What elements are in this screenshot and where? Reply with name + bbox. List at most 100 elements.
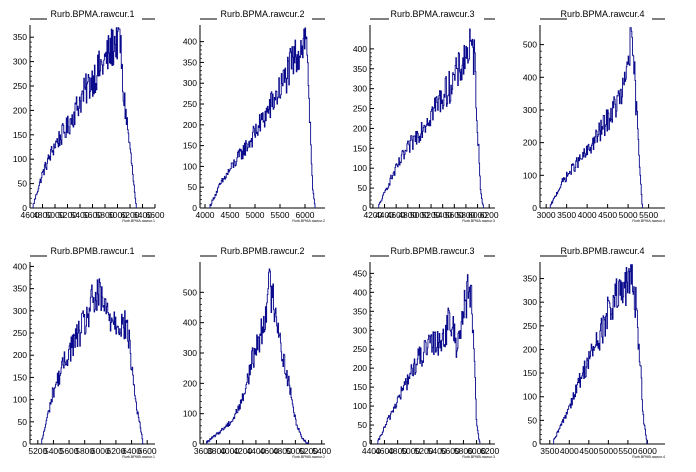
- x-tick-label: 5200: [299, 446, 318, 456]
- series-line: [549, 27, 643, 208]
- x-tick-label: 6200: [480, 446, 499, 456]
- y-tick-label: 150: [523, 368, 537, 378]
- y-tick-label: 250: [353, 104, 367, 114]
- x-axis-label: Rurb.BPMB.rawcur.2: [292, 455, 325, 459]
- series-line: [377, 274, 481, 444]
- x-axis-label: Rurb.BPMA.rawcur.4: [632, 219, 665, 223]
- y-tick-label: 50: [358, 420, 368, 430]
- x-tick-label: 5800: [96, 210, 115, 220]
- x-tick-label: 5000: [599, 446, 618, 456]
- x-tick-label: 6200: [480, 210, 499, 220]
- y-tick-label: 100: [523, 392, 537, 402]
- x-tick-label: 4400: [246, 446, 265, 456]
- y-tick-label: 400: [523, 72, 537, 82]
- x-tick-label: 6000: [91, 446, 110, 456]
- y-tick-label: 50: [18, 417, 28, 427]
- y-tick-label: 300: [183, 348, 197, 358]
- x-tick-label: 4000: [196, 210, 215, 220]
- y-tick-label: 100: [183, 409, 197, 419]
- y-tick-label: 350: [183, 57, 197, 67]
- x-tick-label: 6000: [468, 210, 487, 220]
- x-tick-label: 3500: [540, 446, 559, 456]
- x-tick-label: 3500: [557, 210, 576, 220]
- y-tick-label: 200: [183, 120, 197, 130]
- y-tick-label: 350: [523, 274, 537, 284]
- y-tick-label: 500: [523, 40, 537, 50]
- y-tick-label: 150: [183, 141, 197, 151]
- y-tick-label: 300: [353, 84, 367, 94]
- y-tick-label: 400: [183, 318, 197, 328]
- x-tick-label: 5200: [28, 446, 47, 456]
- y-tick-label: 150: [353, 143, 367, 153]
- y-tick-label: 50: [18, 179, 28, 189]
- y-tick-label: 50: [528, 415, 538, 425]
- x-axis-label: Rurb.BPMA.rawcur.1: [122, 219, 155, 223]
- y-tick-label: 250: [353, 344, 367, 354]
- x-tick-label: 4600: [387, 210, 406, 220]
- x-tick-label: 5400: [433, 210, 452, 220]
- x-tick-label: 5500: [618, 446, 637, 456]
- y-tick-label: 250: [13, 81, 27, 91]
- y-tick-label: 100: [13, 154, 27, 164]
- x-tick-label: 5000: [410, 210, 429, 220]
- y-tick-label: 100: [13, 395, 27, 405]
- y-tick-label: 200: [353, 363, 367, 373]
- y-tick-label: 400: [13, 261, 27, 271]
- chart-title: Rurb.BPMB.rawcur.1: [50, 246, 134, 256]
- x-tick-label: 6200: [106, 446, 125, 456]
- y-tick-label: 400: [353, 44, 367, 54]
- chart-title: Rurb.BPMB.rawcur.2: [220, 246, 304, 256]
- x-tick-label: 4600: [375, 446, 394, 456]
- x-tick-label: 3600: [194, 446, 213, 456]
- x-tick-label: 4000: [560, 446, 579, 456]
- x-tick-label: 4500: [598, 210, 617, 220]
- x-tick-label: 5200: [414, 446, 433, 456]
- x-tick-label: 6600: [138, 446, 157, 456]
- x-tick-label: 5600: [60, 446, 79, 456]
- x-tick-label: 4000: [578, 210, 597, 220]
- y-tick-label: 450: [353, 268, 367, 278]
- x-tick-label: 5400: [312, 446, 331, 456]
- y-tick-label: 150: [13, 130, 27, 140]
- y-tick-label: 200: [353, 123, 367, 133]
- y-tick-label: 300: [523, 105, 537, 115]
- x-tick-label: 5200: [422, 210, 441, 220]
- y-tick-label: 350: [13, 284, 27, 294]
- chart-title: Rurb.BPMA.rawcur.1: [50, 9, 134, 19]
- y-tick-label: 150: [353, 382, 367, 392]
- x-tick-label: 6000: [467, 446, 486, 456]
- y-tick-label: 500: [183, 287, 197, 297]
- x-tick-label: 6000: [296, 210, 315, 220]
- x-tick-label: 4600: [260, 446, 279, 456]
- y-tick-label: 250: [523, 321, 537, 331]
- y-tick-label: 0: [532, 203, 537, 213]
- x-tick-label: 4200: [233, 446, 252, 456]
- x-tick-label: 4500: [579, 446, 598, 456]
- y-tick-label: 100: [353, 163, 367, 173]
- x-axis-label: Rurb.BPMA.rawcur.3: [462, 219, 495, 223]
- chart-title: Rurb.BPMA.rawcur.3: [390, 9, 474, 19]
- chart-title: Rurb.BPMB.rawcur.3: [390, 246, 474, 256]
- y-tick-label: 200: [523, 138, 537, 148]
- y-tick-label: 400: [183, 37, 197, 47]
- x-tick-label: 5200: [58, 210, 77, 220]
- x-tick-label: 3000: [537, 210, 556, 220]
- x-tick-label: 3800: [207, 446, 226, 456]
- x-tick-label: 5000: [619, 210, 638, 220]
- y-tick-label: 300: [13, 57, 27, 67]
- y-tick-label: 50: [188, 182, 198, 192]
- chart-title: Rurb.BPMA.rawcur.4: [560, 9, 644, 19]
- y-tick-label: 250: [13, 328, 27, 338]
- y-tick-label: 0: [22, 203, 27, 213]
- x-axis-label: Rurb.BPMB.rawcur.1: [122, 455, 155, 459]
- y-tick-label: 0: [362, 439, 367, 449]
- x-tick-label: 4800: [398, 210, 417, 220]
- y-tick-label: 100: [183, 161, 197, 171]
- x-tick-label: 4800: [388, 446, 407, 456]
- y-tick-label: 300: [523, 297, 537, 307]
- series-line: [378, 28, 484, 208]
- y-tick-label: 100: [523, 170, 537, 180]
- y-tick-label: 0: [192, 439, 197, 449]
- x-tick-label: 5600: [445, 210, 464, 220]
- histogram-panel-4: Rurb.BPMA.rawcur.4 0 100 200 300 400 500 3000 35…: [523, 9, 665, 223]
